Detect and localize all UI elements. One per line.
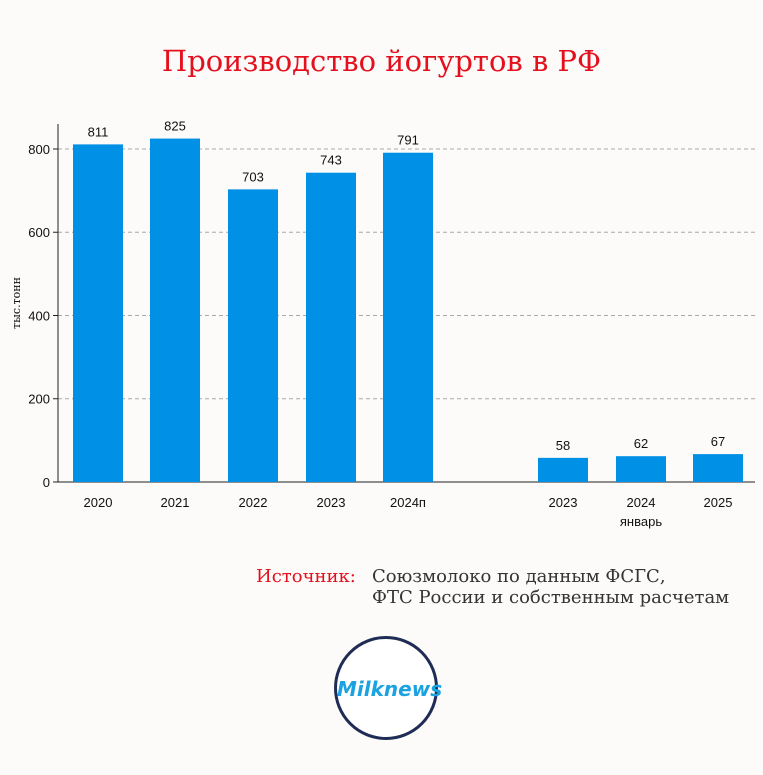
data-label-1: 825: [164, 119, 186, 134]
source-text: Союзмолоко по данным ФСГС, ФТС России и …: [372, 566, 729, 608]
bar-0: [73, 144, 123, 482]
bar-chart: 0 200 400 600 800 тыс.тонн 811 2020 825 2021 703 20…: [10, 119, 755, 529]
y-tick-label-200: 200: [28, 392, 50, 407]
source-label: Источник:: [256, 566, 356, 587]
y-axis-label: тыс.тонн: [10, 277, 23, 329]
x-tick-label-3: 2023: [317, 495, 346, 510]
y-tick-label-400: 400: [28, 308, 50, 323]
source-line-2: ФТС России и собственным расчетам: [372, 587, 730, 608]
bar-4: [383, 152, 433, 482]
bar-5: [538, 457, 588, 482]
x-tick-label-4: 2024п: [390, 495, 426, 510]
x-tick-label-5: 2023: [549, 495, 578, 510]
data-label-7: 67: [711, 434, 725, 449]
logo-text: Milknews: [337, 677, 443, 701]
x-tick-label-7: 2025: [704, 495, 733, 510]
milknews-logo: Milknews: [334, 636, 443, 740]
y-tick-label-800: 800: [28, 142, 50, 157]
x-tick-label-2: 2022: [239, 495, 268, 510]
data-label-0: 811: [88, 124, 109, 139]
data-label-5: 58: [556, 438, 570, 453]
chart-title: Производство йогуртов в РФ: [161, 44, 602, 78]
x-tick-label-0: 2020: [84, 495, 113, 510]
x-tick-label-1: 2021: [161, 495, 190, 510]
x-tick-label-6: 2024: [627, 495, 656, 510]
bar-7: [693, 454, 743, 482]
source-line-1: Союзмолоко по данным ФСГС,: [372, 566, 666, 587]
y-tick-label-600: 600: [28, 225, 50, 240]
bar-6: [616, 456, 666, 482]
data-label-4: 791: [397, 133, 419, 148]
y-tick-label-0: 0: [43, 475, 50, 490]
data-label-2: 703: [242, 169, 264, 184]
bar-1: [150, 138, 200, 482]
bar-2: [228, 189, 278, 482]
bar-3: [306, 172, 356, 482]
group-label-january: январь: [620, 514, 662, 529]
data-label-6: 62: [634, 436, 648, 451]
data-label-3: 743: [320, 153, 342, 168]
